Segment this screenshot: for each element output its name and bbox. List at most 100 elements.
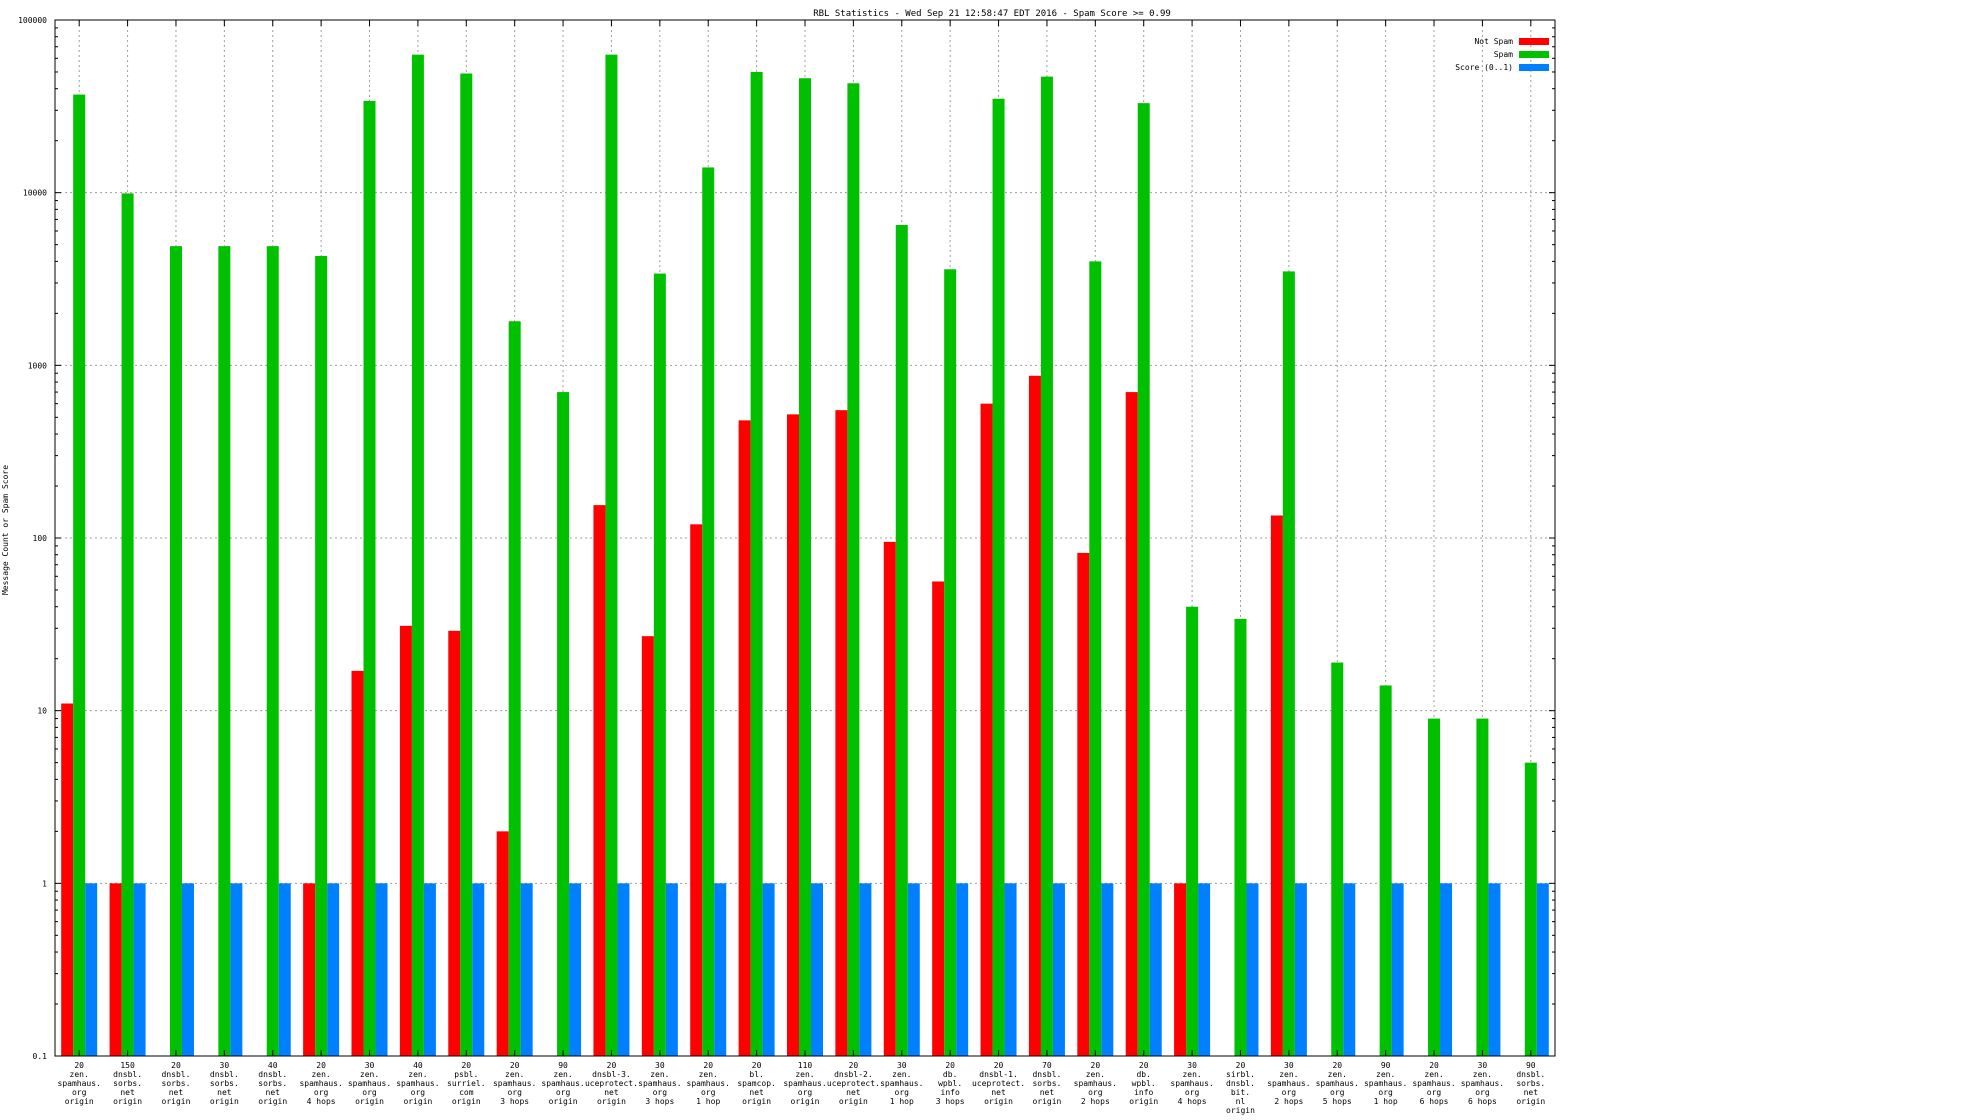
x-tick-label: origin xyxy=(355,1097,384,1106)
y-axis-label: Message Count or Spam Score xyxy=(1,465,10,595)
x-tick-label: 5 hops xyxy=(1323,1097,1352,1106)
x-tick-label: 40 xyxy=(268,1061,278,1070)
x-tick-label: 20 xyxy=(510,1061,520,1070)
x-tick-label: origin xyxy=(839,1097,868,1106)
x-tick-label: 3 hops xyxy=(645,1097,674,1106)
y-tick-label: 100000 xyxy=(18,16,47,25)
x-tick-label: uceprotect. xyxy=(585,1079,638,1088)
bar-score-0-1 xyxy=(811,883,823,1056)
x-tick-label: 2 hops xyxy=(1274,1097,1303,1106)
x-tick-label: origin xyxy=(791,1097,820,1106)
x-tick-label: dnsbl-3. xyxy=(592,1070,631,1079)
x-tick-label: spamhaus. xyxy=(1074,1079,1117,1088)
x-tick-label: zen. xyxy=(1473,1070,1492,1079)
x-tick-label: net xyxy=(749,1088,764,1097)
x-tick-label: org xyxy=(1475,1088,1490,1097)
bar-spam xyxy=(169,246,182,1056)
bar-spam xyxy=(1186,606,1199,1056)
bar-score-0-1 xyxy=(907,883,920,1056)
axes: 0.111010010001000010000020zen.spamhaus.o… xyxy=(18,16,1556,1115)
x-tick-label: 3 hops xyxy=(936,1097,965,1106)
x-tick-label: zen. xyxy=(70,1070,89,1079)
bar-spam xyxy=(266,246,279,1056)
x-tick-label: dnsbl. xyxy=(258,1070,287,1079)
x-tick-label: 20 xyxy=(1091,1061,1101,1070)
bar-score-0-1 xyxy=(472,883,485,1056)
x-tick-label: sorbs. xyxy=(1032,1079,1061,1088)
x-tick-label: 4 hops xyxy=(307,1097,336,1106)
x-tick-label: dnsbl. xyxy=(113,1070,142,1079)
x-tick-label: net xyxy=(169,1088,184,1097)
bar-score-0-1 xyxy=(375,883,388,1056)
x-tick-label: dnsbl-2. xyxy=(834,1070,873,1079)
x-tick-label: bit. xyxy=(1231,1088,1250,1097)
x-tick-label: org xyxy=(72,1088,87,1097)
bar-spam xyxy=(557,392,570,1057)
x-tick-label: surriel. xyxy=(447,1079,486,1088)
y-tick-label: 10000 xyxy=(23,189,47,198)
x-tick-label: sorbs. xyxy=(1516,1079,1545,1088)
x-tick-label: wpbl. xyxy=(1132,1079,1156,1088)
x-tick-label: org xyxy=(1282,1088,1297,1097)
bar-score-0-1 xyxy=(181,883,194,1056)
bars xyxy=(61,54,1549,1057)
x-tick-label: sorbs. xyxy=(210,1079,239,1088)
bar-not-spam xyxy=(399,625,412,1056)
bar-not-spam xyxy=(61,703,74,1056)
bar-spam xyxy=(1137,103,1150,1056)
bar-score-0-1 xyxy=(1536,883,1549,1056)
x-tick-label: zen. xyxy=(1279,1070,1298,1079)
x-tick-label: 20 xyxy=(994,1061,1004,1070)
x-tick-label: zen. xyxy=(1182,1070,1201,1079)
x-tick-label: 90 xyxy=(558,1061,568,1070)
plot-frame xyxy=(54,19,1556,1057)
x-tick-label: 20 xyxy=(849,1061,859,1070)
bar-spam xyxy=(653,273,666,1056)
bar-not-spam xyxy=(109,883,122,1056)
bar-spam xyxy=(508,321,521,1056)
x-tick-label: spamhaus. xyxy=(493,1079,536,1088)
x-tick-label: zen. xyxy=(1328,1070,1347,1079)
bar-not-spam xyxy=(448,630,461,1056)
x-tick-label: psbl. xyxy=(454,1070,478,1079)
x-tick-label: org xyxy=(1185,1088,1200,1097)
x-tick-label: origin xyxy=(1516,1097,1545,1106)
bar-score-0-1 xyxy=(327,883,340,1056)
bar-not-spam xyxy=(641,636,654,1056)
x-tick-label: 6 hops xyxy=(1468,1097,1497,1106)
x-tick-label: origin xyxy=(65,1097,94,1106)
x-tick-label: spamhaus. xyxy=(396,1079,439,1088)
bar-score-0-1 xyxy=(1488,883,1501,1056)
x-tick-label: 20 xyxy=(752,1061,762,1070)
x-tick-label: org xyxy=(1427,1088,1442,1097)
x-tick-label: org xyxy=(411,1088,426,1097)
x-tick-label: zen. xyxy=(311,1070,330,1079)
x-tick-label: 20 xyxy=(74,1061,84,1070)
bar-not-spam xyxy=(835,410,848,1056)
bar-not-spam xyxy=(690,524,703,1056)
bar-score-0-1 xyxy=(423,883,436,1056)
x-tick-label: origin xyxy=(984,1097,1013,1106)
x-tick-label: dnsbl. xyxy=(1226,1079,1255,1088)
x-tick-label: 6 hops xyxy=(1420,1097,1449,1106)
x-tick-label: zen. xyxy=(699,1070,718,1079)
x-tick-label: 30 xyxy=(1284,1061,1294,1070)
bar-spam xyxy=(73,94,86,1056)
bar-score-0-1 xyxy=(1440,883,1453,1056)
chart-title: RBL Statistics - Wed Sep 21 12:58:47 EDT… xyxy=(813,9,1171,19)
x-tick-label: spamhaus. xyxy=(541,1079,584,1088)
x-tick-label: zen. xyxy=(553,1070,572,1079)
x-tick-label: origin xyxy=(452,1097,481,1106)
x-tick-label: dnsbl. xyxy=(1516,1070,1545,1079)
x-tick-label: 30 xyxy=(365,1061,375,1070)
y-tick-label: 0.1 xyxy=(33,1052,48,1061)
x-tick-label: 20 xyxy=(461,1061,471,1070)
x-tick-label: org xyxy=(556,1088,571,1097)
bar-score-0-1 xyxy=(1149,883,1162,1056)
x-tick-label: origin xyxy=(258,1097,287,1106)
bar-score-0-1 xyxy=(1343,883,1356,1056)
x-tick-label: zen. xyxy=(795,1070,814,1079)
bar-not-spam xyxy=(351,670,364,1056)
bar-spam xyxy=(363,100,376,1057)
y-tick-label: 10 xyxy=(37,707,47,716)
